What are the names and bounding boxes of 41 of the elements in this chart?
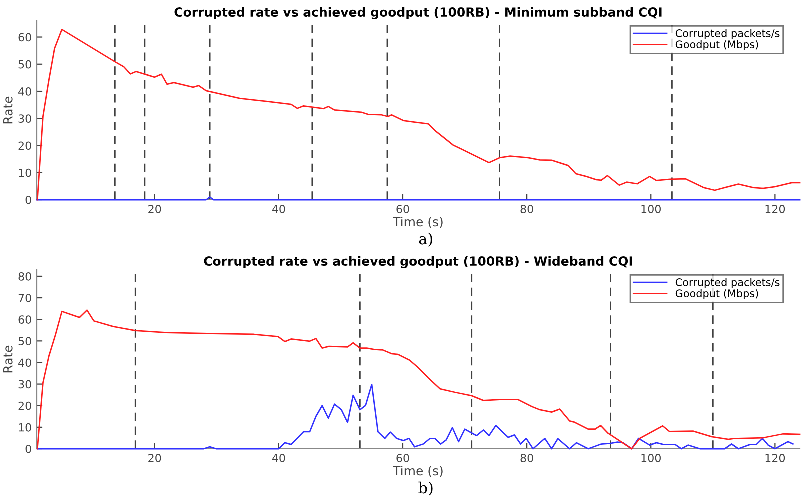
chart-title: Corrupted rate vs achieved goodput (100RB) - Wideband CQI bbox=[204, 256, 632, 269]
x-axis-title: Time (s) bbox=[393, 217, 443, 228]
y-tick-label: 30 bbox=[18, 380, 32, 389]
y-tick-label: 10 bbox=[19, 423, 32, 432]
y-tick-label: 20 bbox=[18, 142, 32, 150]
x-tick-label: 120 bbox=[766, 205, 786, 214]
x-tick-label: 100 bbox=[642, 454, 661, 462]
x-tick-label: 40 bbox=[272, 205, 286, 214]
x-tick-label: 60 bbox=[396, 454, 410, 462]
y-tick-label: 60 bbox=[18, 316, 32, 324]
y-tick-label: 60 bbox=[18, 33, 32, 42]
x-tick-label: 40 bbox=[272, 454, 286, 462]
text: b) bbox=[418, 482, 433, 496]
x-tick-label: 60 bbox=[396, 205, 410, 214]
x-tick-label: 120 bbox=[766, 454, 786, 462]
legend-label: Goodput (Mbps) bbox=[676, 289, 758, 300]
y-tick-label: 40 bbox=[18, 358, 32, 368]
y-tick-label: 10 bbox=[19, 168, 32, 178]
y-axis-title: Rate bbox=[4, 346, 13, 373]
y-tick-label: 0 bbox=[26, 196, 32, 204]
legend-label: Goodput (Mbps) bbox=[676, 40, 758, 51]
legend-label: Corrupted packets/s bbox=[676, 29, 780, 40]
y-tick-label: 0 bbox=[26, 444, 32, 454]
y-tick-label: 50 bbox=[18, 60, 32, 69]
x-tick-label: 20 bbox=[148, 205, 162, 214]
x-tick-label: 80 bbox=[520, 205, 534, 214]
y-tick-label: 70 bbox=[18, 294, 32, 302]
y-tick-label: 50 bbox=[18, 337, 32, 346]
y-tick-label: 20 bbox=[18, 402, 32, 410]
text: a) bbox=[419, 232, 432, 247]
chart-title: Corrupted rate vs achieved goodput (100RB) - Minimum subband CQI bbox=[174, 7, 662, 20]
y-tick-label: 30 bbox=[18, 114, 32, 124]
x-tick-label: 100 bbox=[642, 205, 661, 214]
x-axis-title: Time (s) bbox=[393, 466, 443, 478]
y-tick-label: 80 bbox=[18, 272, 32, 281]
y-tick-label: 40 bbox=[18, 87, 32, 96]
x-tick-label: 20 bbox=[148, 454, 162, 462]
y-axis-title: Rate bbox=[4, 96, 13, 124]
legend-label: Corrupted packets/s bbox=[676, 278, 780, 288]
x-tick-label: 80 bbox=[520, 454, 534, 462]
line-series bbox=[36, 384, 794, 450]
